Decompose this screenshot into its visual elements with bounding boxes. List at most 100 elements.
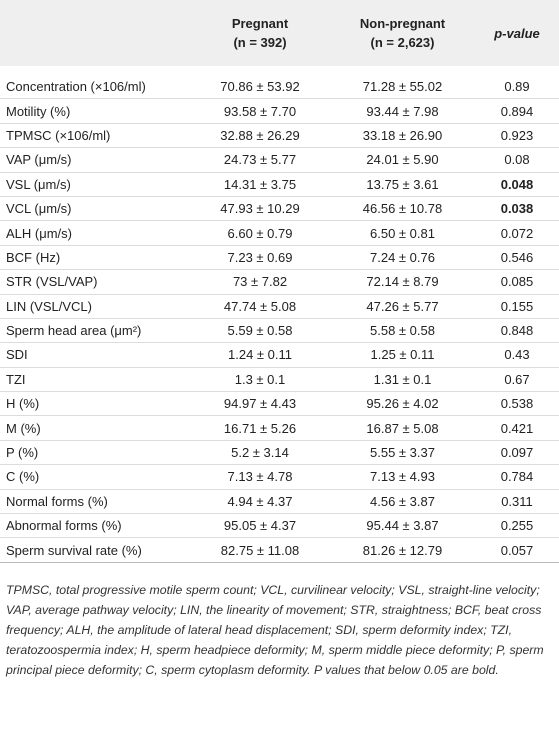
- p-value-cell: 0.08: [475, 147, 559, 173]
- p-value-cell: 0.311: [475, 489, 559, 515]
- p-value-cell: 0.038: [475, 196, 559, 222]
- table-row: TPMSC (×106/ml) 32.88 ± 26.29 33.18 ± 26.9…: [0, 123, 559, 149]
- table-row: STR (VSL/VAP) 73 ± 7.82 72.14 ± 8.79 0.085: [0, 269, 559, 295]
- table-row: Abnormal forms (%) 95.05 ± 4.37 95.44 ± 3.…: [0, 513, 559, 539]
- p-value-cell: 0.784: [475, 464, 559, 490]
- table-row: Normal forms (%) 4.94 ± 4.37 4.56 ± 3.87 0.…: [0, 489, 559, 515]
- cell: 4.56 ± 3.87: [330, 489, 475, 515]
- cell: 6.50 ± 0.81: [330, 220, 475, 246]
- table-row: LIN (VSL/VCL) 47.74 ± 5.08 47.26 ± 5.77 0.1…: [0, 294, 559, 319]
- cell: 5.58 ± 0.58: [330, 318, 475, 344]
- table-body: Concentration (×106/ml) 70.86 ± 53.92 71.2…: [0, 66, 559, 563]
- cell: 73 ± 7.82: [190, 269, 330, 295]
- p-value-cell: 0.072: [475, 220, 559, 246]
- cell: 6.60 ± 0.79: [190, 220, 330, 246]
- table-row: VAP (μm/s) 24.73 ± 5.77 24.01 ± 5.90 0.08: [0, 147, 559, 173]
- cell: 95.44 ± 3.87: [330, 513, 475, 539]
- table-row: C (%) 7.13 ± 4.78 7.13 ± 4.93 0.784: [0, 464, 559, 490]
- p-value-cell: 0.546: [475, 245, 559, 271]
- header-cell: Non-pregnant (n = 2,623): [330, 0, 475, 66]
- p-value-cell: 0.67: [475, 367, 559, 393]
- p-value-cell: 0.085: [475, 269, 559, 295]
- p-value-cell: 0.155: [475, 294, 559, 319]
- cell: 94.97 ± 4.43: [190, 391, 330, 417]
- row-label: ALH (μm/s): [0, 220, 190, 246]
- row-label: Abnormal forms (%): [0, 513, 190, 539]
- p-value-cell: 0.255: [475, 513, 559, 539]
- table-row: BCF (Hz) 7.23 ± 0.69 7.24 ± 0.76 0.546: [0, 245, 559, 271]
- cell: 47.93 ± 10.29: [190, 196, 330, 222]
- table-row: H (%) 94.97 ± 4.43 95.26 ± 4.02 0.538: [0, 391, 559, 417]
- cell: 33.18 ± 26.90: [330, 123, 475, 149]
- cell: 46.56 ± 10.78: [330, 196, 475, 222]
- row-label: VCL (μm/s): [0, 196, 190, 222]
- cell: 7.13 ± 4.93: [330, 464, 475, 490]
- cell: 93.58 ± 7.70: [190, 98, 330, 124]
- cell: 16.87 ± 5.08: [330, 415, 475, 441]
- row-label: P (%): [0, 440, 190, 466]
- p-value-cell: 0.894: [475, 98, 559, 124]
- cell: 81.26 ± 12.79: [330, 537, 475, 563]
- row-label: Motility (%): [0, 98, 190, 124]
- table-row: VSL (μm/s) 14.31 ± 3.75 13.75 ± 3.61 0.048: [0, 172, 559, 197]
- cell: 5.2 ± 3.14: [190, 440, 330, 466]
- table-row: Sperm head area (μm²) 5.59 ± 0.58 5.58 ± 0…: [0, 318, 559, 344]
- p-value-cell: 0.848: [475, 318, 559, 344]
- cell: 82.75 ± 11.08: [190, 537, 330, 563]
- cell: 1.3 ± 0.1: [190, 367, 330, 393]
- cell: 1.25 ± 0.11: [330, 342, 475, 368]
- cell: 24.73 ± 5.77: [190, 147, 330, 173]
- p-value-cell: 0.538: [475, 391, 559, 417]
- row-label: H (%): [0, 391, 190, 417]
- row-label: Normal forms (%): [0, 489, 190, 515]
- p-value-cell: 0.43: [475, 342, 559, 368]
- cell: 1.24 ± 0.11: [190, 342, 330, 368]
- p-value-cell: 0.421: [475, 415, 559, 441]
- table-row: Motility (%) 93.58 ± 7.70 93.44 ± 7.98 0.89…: [0, 98, 559, 124]
- cell: 16.71 ± 5.26: [190, 415, 330, 441]
- p-value-cell: 0.048: [475, 172, 559, 197]
- cell: 1.31 ± 0.1: [330, 367, 475, 393]
- cell: 14.31 ± 3.75: [190, 172, 330, 197]
- row-label: SDI: [0, 342, 190, 368]
- cell: 71.28 ± 55.02: [330, 66, 475, 100]
- cell: 4.94 ± 4.37: [190, 489, 330, 515]
- row-label: C (%): [0, 464, 190, 490]
- row-label: Concentration (×106/ml): [0, 66, 190, 100]
- table-row: VCL (μm/s) 47.93 ± 10.29 46.56 ± 10.78 0.03…: [0, 196, 559, 222]
- footnote: TPMSC, total progressive motile sperm co…: [6, 583, 544, 677]
- table-row: ALH (μm/s) 6.60 ± 0.79 6.50 ± 0.81 0.072: [0, 220, 559, 246]
- table-row: M (%) 16.71 ± 5.26 16.87 ± 5.08 0.421: [0, 415, 559, 441]
- cell: 7.23 ± 0.69: [190, 245, 330, 271]
- header-text: Pregnant: [231, 16, 289, 31]
- row-label: TPMSC (×106/ml): [0, 123, 190, 149]
- row-label: Sperm survival rate (%): [0, 537, 190, 563]
- header-text: Non-pregnant: [359, 16, 446, 31]
- table-row: SDI 1.24 ± 0.11 1.25 ± 0.11 0.43: [0, 342, 559, 368]
- table-row: TZI 1.3 ± 0.1 1.31 ± 0.1 0.67: [0, 367, 559, 393]
- data-table: Pregnant (n = 392) Non-pregnant (n = 2,623…: [0, 0, 559, 563]
- header-text: (n = 2,623): [370, 35, 435, 50]
- cell: 5.55 ± 3.37: [330, 440, 475, 466]
- header-cell: p-value: [475, 0, 559, 66]
- table-row: Concentration (×106/ml) 70.86 ± 53.92 71.2…: [0, 66, 559, 100]
- row-label: VSL (μm/s): [0, 172, 190, 197]
- cell: 7.24 ± 0.76: [330, 245, 475, 271]
- cell: 47.74 ± 5.08: [190, 294, 330, 319]
- p-value-cell: 0.057: [475, 537, 559, 563]
- table-row: P (%) 5.2 ± 3.14 5.55 ± 3.37 0.097: [0, 440, 559, 466]
- cell: 70.86 ± 53.92: [190, 66, 330, 100]
- header-cell: Pregnant (n = 392): [190, 0, 330, 66]
- row-label: TZI: [0, 367, 190, 393]
- row-label: Sperm head area (μm²): [0, 318, 190, 344]
- row-label: LIN (VSL/VCL): [0, 294, 190, 319]
- cell: 72.14 ± 8.79: [330, 269, 475, 295]
- cell: 95.26 ± 4.02: [330, 391, 475, 417]
- header-cell: [0, 0, 190, 66]
- row-label: BCF (Hz): [0, 245, 190, 271]
- header-row: Pregnant (n = 392) Non-pregnant (n = 2,623…: [0, 0, 559, 66]
- cell: 7.13 ± 4.78: [190, 464, 330, 490]
- row-label: STR (VSL/VAP): [0, 269, 190, 295]
- p-value-cell: 0.89: [475, 66, 559, 100]
